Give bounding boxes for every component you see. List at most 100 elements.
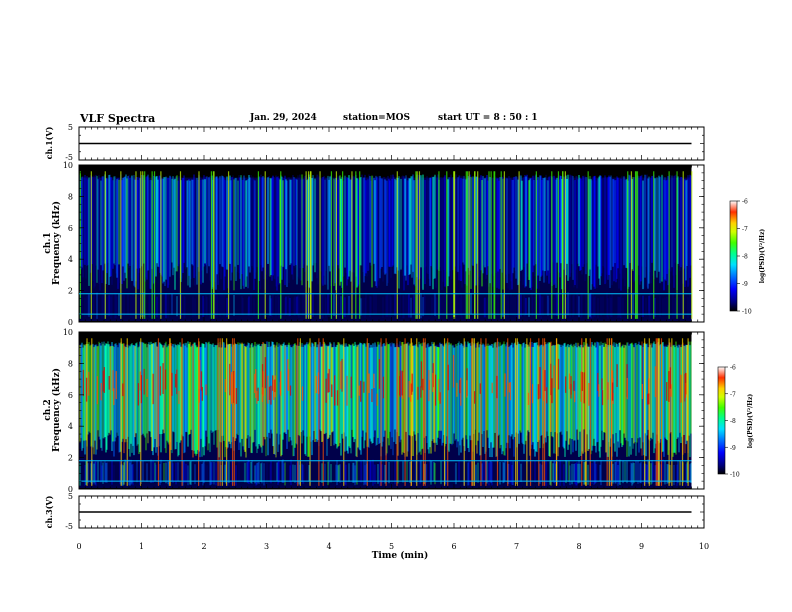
spectral-column [186, 347, 188, 433]
spectral-column [675, 294, 677, 316]
spectral-column [428, 180, 430, 279]
sferic-spike [485, 338, 487, 486]
spectral-column [531, 180, 533, 287]
spectral-column [405, 343, 407, 432]
spectral-column [399, 292, 401, 318]
spectral-column [270, 178, 272, 276]
spectral-column [340, 296, 342, 315]
spectral-column [678, 296, 680, 318]
hot-spot [205, 384, 207, 396]
spectral-column [158, 293, 160, 319]
spectral-column [260, 463, 262, 483]
spectral-column [136, 177, 138, 269]
spectral-column [106, 178, 108, 274]
spectral-column [224, 464, 226, 483]
spectral-column [652, 175, 654, 276]
spectral-column [177, 180, 179, 267]
spectral-column [313, 180, 315, 263]
spectral-column [176, 296, 178, 317]
spectral-column [172, 343, 174, 432]
time-tick-label: 8 [576, 542, 581, 551]
spectral-column [640, 461, 642, 484]
hot-spot [108, 375, 110, 390]
hot-spot [409, 383, 412, 402]
spectral-column [609, 344, 611, 447]
spectral-column [649, 344, 651, 441]
spectral-column [96, 175, 98, 283]
spectral-column [427, 178, 429, 274]
spectral-column [630, 462, 632, 483]
time-tick-label: 2 [201, 542, 206, 551]
spectral-column [250, 175, 252, 271]
spectral-column [384, 346, 386, 431]
spectral-column [319, 463, 321, 483]
spectral-column [224, 347, 226, 458]
spectral-column [567, 174, 569, 281]
ch2-colorbar-ticks: -6-7-8-9-10 [725, 365, 740, 479]
spectral-column [440, 297, 442, 315]
spectral-column [605, 343, 607, 453]
spectral-column [314, 342, 316, 442]
spectral-column [82, 347, 84, 449]
sferic-spike [608, 338, 610, 486]
sferic-spike [330, 171, 333, 319]
spectral-column [604, 175, 606, 285]
spectral-column [616, 459, 618, 483]
spectral-column [116, 345, 118, 433]
sferic-spike [396, 171, 398, 319]
spectral-column [534, 175, 536, 277]
spectral-column [375, 346, 377, 446]
spectral-column [515, 176, 517, 279]
spectral-column [278, 178, 280, 285]
spectral-column [435, 296, 437, 318]
spectral-column [189, 342, 191, 435]
sferic-spike [681, 338, 684, 486]
spectral-column [635, 460, 637, 482]
spectral-column [532, 175, 534, 273]
sferic-spike [465, 171, 467, 319]
spectral-column [202, 295, 204, 317]
spectral-column [220, 179, 222, 280]
spectral-column [471, 177, 473, 265]
hot-spot [122, 383, 124, 397]
spectral-column [458, 341, 460, 456]
spectral-column [164, 294, 166, 316]
hot-spot [325, 378, 327, 403]
spectral-column [412, 174, 414, 272]
sferic-spike [687, 338, 689, 486]
spectral-column [686, 179, 688, 266]
colorbar-tick-label: -10 [742, 309, 752, 316]
spectral-column [394, 294, 396, 316]
spectral-column [281, 460, 283, 483]
spectral-column [549, 461, 551, 485]
sferic-spike [181, 338, 183, 486]
spectral-column [572, 175, 574, 280]
spectral-column [179, 342, 181, 443]
spectral-column [373, 464, 375, 482]
sferic-spike [606, 338, 608, 486]
spectral-column [624, 180, 626, 287]
figure-title: VLF Spectra [80, 112, 156, 125]
hot-spot [580, 371, 582, 402]
spectral-column [665, 180, 667, 281]
spectral-column [456, 179, 458, 273]
spectral-column [598, 342, 600, 452]
spectral-column [147, 344, 149, 444]
spectral-column [156, 175, 158, 264]
spectral-column [339, 175, 341, 286]
spectral-column [544, 177, 546, 272]
spectral-column [241, 179, 243, 275]
spectral-column [247, 459, 249, 484]
hot-spot [199, 359, 201, 389]
hot-spot [254, 373, 256, 394]
spectral-column [153, 343, 155, 448]
spectral-column [511, 342, 513, 435]
spectral-column [88, 294, 90, 317]
sferic-spike [529, 338, 532, 486]
spectral-column [566, 178, 568, 264]
sferic-spike [581, 338, 583, 486]
spectral-column [349, 179, 351, 271]
spectral-column [292, 175, 294, 280]
spectral-column [586, 177, 588, 264]
sferic-spike [418, 171, 421, 319]
